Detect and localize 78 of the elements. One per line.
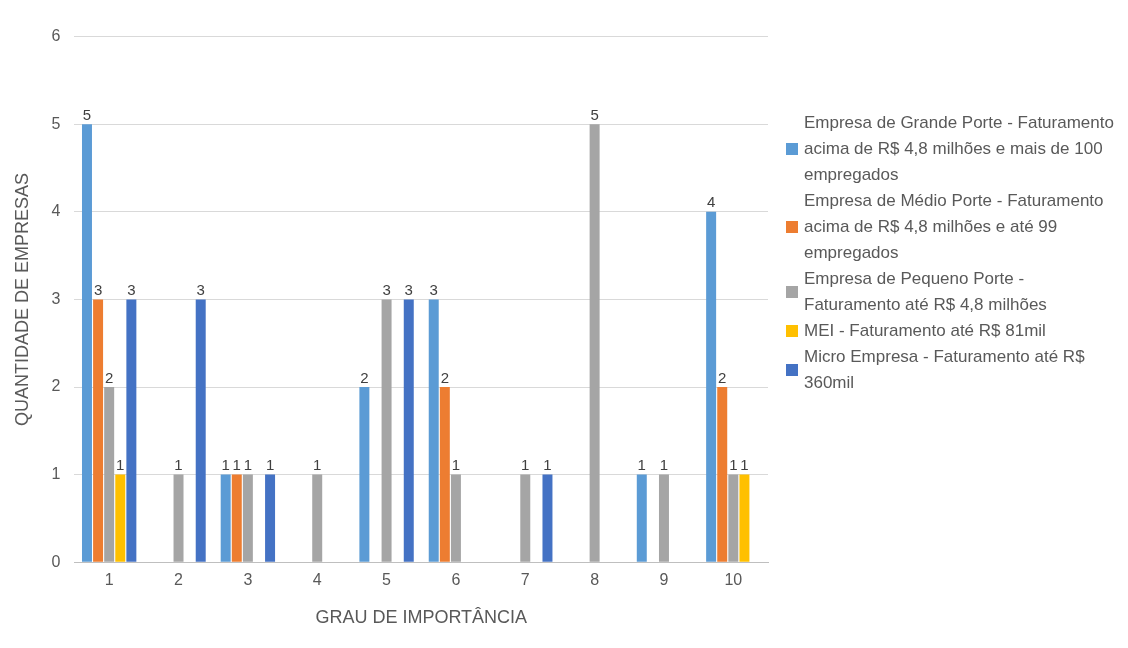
data-label: 3 [382,281,391,299]
data-label: 1 [521,456,530,474]
y-axis-title: QUANTIDADE DE EMPRESAS [11,172,32,426]
bar [428,299,439,562]
data-label: 1 [232,456,241,474]
y-tick-label: 6 [51,27,61,45]
bar [220,474,231,562]
bar [439,387,450,562]
data-label: 2 [360,368,369,386]
data-label: 3 [404,281,413,299]
data-label: 3 [93,281,103,299]
data-label: 1 [243,456,253,474]
y-tick-label: 1 [51,465,61,483]
bar [242,474,253,562]
y-tick-label: 4 [51,202,61,220]
bar [104,387,115,562]
bar [706,211,717,562]
bar [520,474,531,562]
data-label: 1 [265,456,275,474]
x-tick-label: 9 [659,571,669,589]
data-label: 2 [718,368,727,386]
y-tick-label: 2 [51,377,61,395]
bar [312,474,323,562]
bar [195,299,206,562]
data-label: 1 [451,456,461,474]
data-label: 1 [174,456,183,474]
x-axis-title: GRAU DE IMPORTÂNCIA [315,607,528,628]
data-label: 3 [196,281,205,299]
data-label: 3 [429,281,438,299]
data-label: 5 [82,105,92,123]
bar [93,299,104,562]
bar [81,124,92,562]
legend-label: Empresa de Médio Porte - Faturamento acima de R$ 4,8 milhões e até 99 empregados [804,190,1105,264]
data-label: 1 [740,456,749,474]
x-tick-label: 4 [312,571,322,589]
x-tick-label: 2 [174,571,184,589]
y-tick-label: 3 [51,289,61,307]
bar [450,474,461,562]
x-tick-label: 5 [382,571,392,589]
bar [115,474,126,562]
x-tick-label: 3 [243,571,253,589]
y-tick-label: 0 [51,552,61,570]
bar [381,299,392,562]
legend-label: Empresa de Pequeno Porte - Faturamento até R$ 4,8 milhões [804,268,1048,316]
data-label: 2 [105,368,114,386]
legend-label: MEI - Faturamento até R$ 81mil [804,320,1046,342]
bar [636,474,647,562]
data-label: 1 [637,456,646,474]
x-tick-label: 6 [451,571,461,589]
data-label: 3 [127,281,136,299]
bar [717,387,728,562]
data-label: 1 [659,456,669,474]
data-label: 4 [706,193,716,211]
data-label: 2 [440,368,449,386]
x-tick-label: 7 [520,571,530,589]
x-tick-label: 1 [104,571,114,589]
data-label: 1 [543,456,552,474]
bar [728,474,739,562]
bar [403,299,414,562]
data-label: 1 [116,456,125,474]
legend-label: Empresa de Grande Porte - Faturamento acima de R$ 4,8 milhões e mais de 100 empregados [804,112,1115,186]
data-label: 1 [313,456,322,474]
y-tick-label: 5 [51,114,61,132]
bar [739,474,750,562]
bar [359,387,370,562]
bar [265,474,276,562]
bar [173,474,184,562]
data-label: 1 [221,456,230,474]
data-label: 1 [729,456,738,474]
x-tick-label: 10 [724,571,743,589]
x-tick-label: 8 [590,571,600,589]
bar [542,474,553,562]
bar [589,124,600,562]
bar [231,474,242,562]
legend-label: Micro Empresa - Faturamento até R$ 360mil [804,346,1086,394]
bar [126,299,137,562]
bar [658,474,669,562]
data-label: 5 [590,105,599,123]
